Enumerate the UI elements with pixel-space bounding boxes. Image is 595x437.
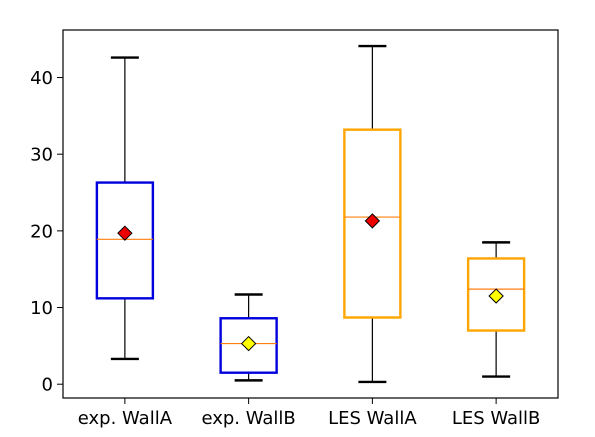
- box-group: [466, 241, 526, 378]
- x-axis: exp. WallA exp. WallB LES WallA LES WallB: [78, 398, 541, 429]
- iqr-box: [343, 128, 402, 319]
- mean-marker: [488, 288, 504, 304]
- box-group: [95, 56, 155, 361]
- iqr-box: [219, 317, 278, 374]
- iqr-box: [466, 257, 526, 332]
- boxes-layer: [95, 44, 526, 384]
- y-tick-label: 40: [30, 68, 53, 89]
- mean-marker: [117, 225, 133, 241]
- y-tick-label: 10: [30, 298, 53, 319]
- x-tick-label: LES WallA: [328, 408, 417, 429]
- box-group: [219, 293, 278, 382]
- y-tick-label: 0: [42, 375, 53, 396]
- mean-marker: [240, 335, 257, 352]
- plot-frame: [62, 29, 559, 399]
- box-group: [343, 44, 402, 384]
- y-axis: 0 10 20 30 40: [30, 68, 63, 396]
- mean-marker: [364, 213, 381, 229]
- y-tick-label: 20: [30, 221, 53, 242]
- x-tick-label: exp. WallA: [78, 408, 173, 429]
- x-tick-label: LES WallB: [452, 408, 541, 429]
- x-tick-label: exp. WallB: [201, 408, 295, 429]
- iqr-box: [95, 181, 155, 300]
- y-tick-label: 30: [30, 145, 53, 166]
